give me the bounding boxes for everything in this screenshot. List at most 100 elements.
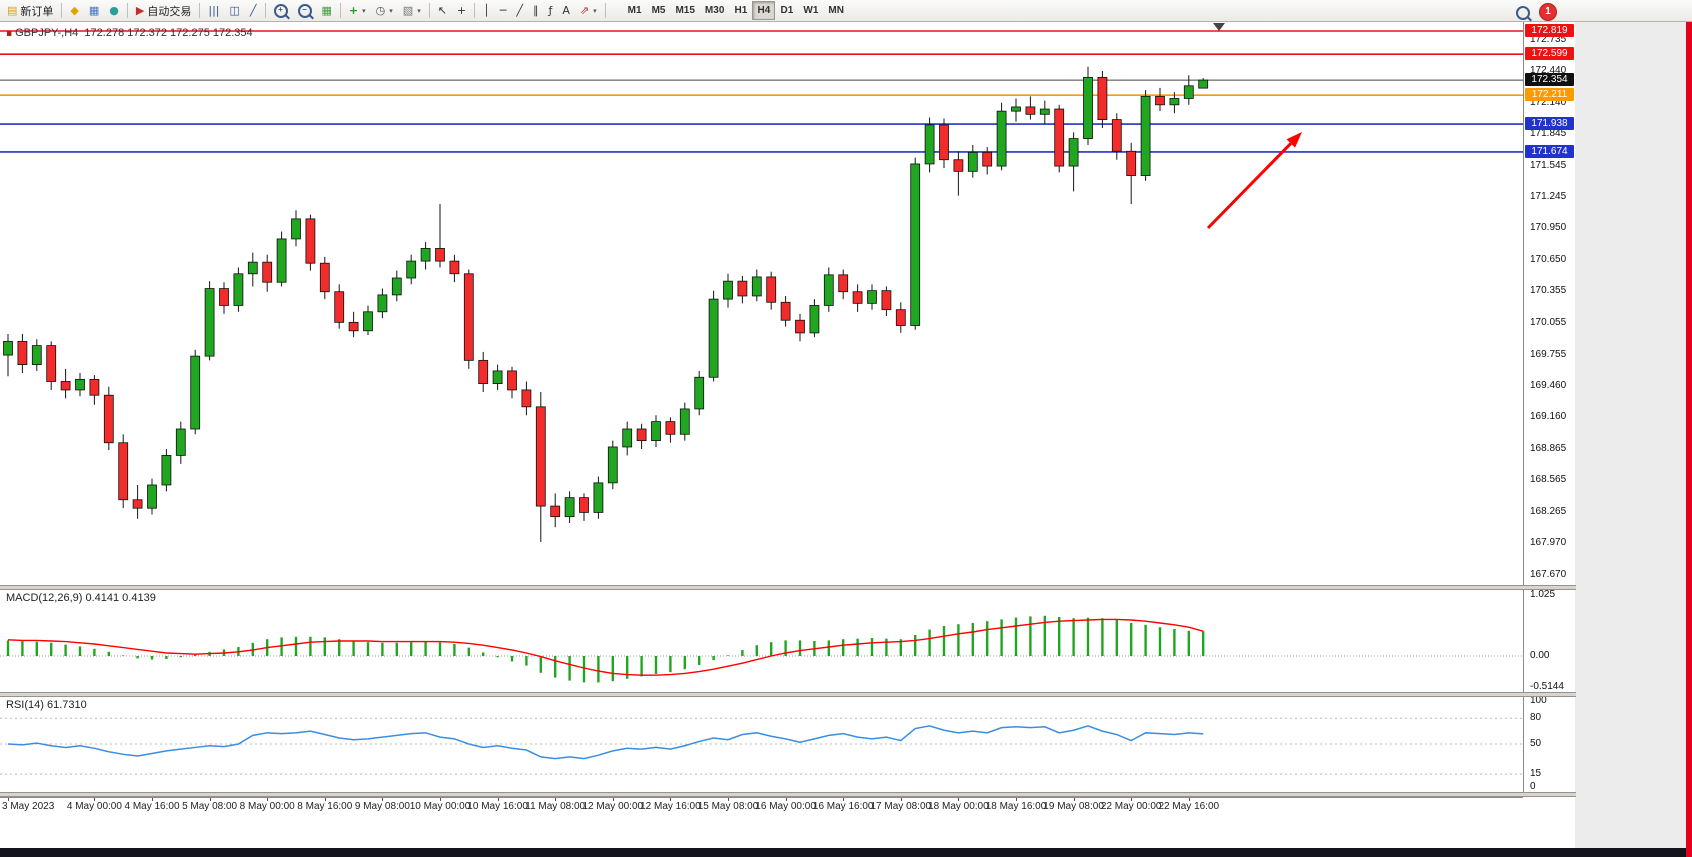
macd-panel[interactable] [0,590,1523,692]
timeframe-m1[interactable]: M1 [623,1,647,20]
time-axis-label: 22 May 00:00 [1100,801,1162,812]
templates-button[interactable]: ▧ ▾ [398,1,426,20]
time-tick [94,798,96,801]
toolbar-separator [61,3,63,18]
macd-histogram [6,615,1205,683]
window-right-border [1686,0,1692,857]
price-tick-label: 170.950 [1530,222,1567,234]
rsi-axis-label: 100 [1530,695,1547,706]
level-price-badge: 171.674 [1525,144,1574,158]
zoom-out-button[interactable]: − [293,1,317,20]
auto-trading-icon: ▶ [135,4,145,17]
chart-symbol-icon: ▪ [6,29,13,39]
main-chart-panel[interactable] [0,22,1523,585]
price-axis[interactable]: 172.735 172.440 172.140 171.845 171.545 171.2… [1523,22,1575,797]
trendline-button[interactable]: ╱ [511,1,528,20]
panel-splitter[interactable] [0,692,1576,697]
indicators-button[interactable]: + ▾ [344,1,371,20]
fibonacci-button[interactable]: ƒ [544,1,558,20]
main-chart-canvas[interactable] [0,22,1523,585]
metaeditor-icon: ◆ [70,4,79,17]
chart-window-button[interactable]: ▦ [84,1,104,20]
time-tick [209,798,211,801]
chart-symbol-label: ▪ GBPJPY-,H4 172.278 172.372 172.275 172.… [6,27,253,39]
metaeditor-button[interactable]: ◆ [65,1,83,20]
trend-arrow-line[interactable] [1206,142,1292,230]
refresh-button[interactable]: ● [104,1,124,20]
time-axis-label: 18 May 16:00 [985,801,1047,812]
time-tick [1073,798,1075,801]
timeframe-mn[interactable]: MN [823,1,849,20]
periods-icon: ◷ [375,4,386,17]
time-tick [958,798,960,801]
tile-windows-icon: ▦ [321,4,332,17]
time-axis-label: 4 May 16:00 [124,801,180,812]
time-tick [267,798,269,801]
chart-shift-marker[interactable] [1213,23,1225,31]
panel-splitter[interactable] [0,585,1576,590]
tile-windows-button[interactable]: ▦ [317,1,337,20]
symbol-timeframe-text: GBPJPY-,H4 [15,27,79,39]
toolbar-separator [339,3,341,18]
templates-icon: ▧ [402,4,414,17]
text-button[interactable]: A [557,1,575,20]
level-price-badge: 171.938 [1525,117,1574,131]
trend-arrow-head [1286,132,1302,148]
price-tick-label: 171.245 [1530,191,1567,203]
channel-icon: ∥ [533,4,539,17]
time-axis-label: 12 May 16:00 [640,801,701,812]
zoom-in-button[interactable]: + [269,1,293,20]
time-axis-label: 4 May 00:00 [66,801,122,812]
time-tick [152,798,153,801]
arrows-button[interactable]: ⇗ ▾ [575,1,602,20]
price-tick-label: 168.865 [1530,442,1567,454]
price-tick-label: 172.140 [1530,96,1567,108]
refresh-icon: ● [109,4,119,17]
timeframe-h4[interactable]: H4 [752,1,776,20]
toolbar-separator [474,3,476,18]
panel-splitter[interactable] [0,792,1576,797]
bar-chart-type-button[interactable]: ||| [203,1,224,20]
timeframe-m30[interactable]: M30 [700,1,729,20]
new-order-button[interactable]: ▤ 新订单 [2,1,58,20]
channel-button[interactable]: ∥ [528,1,544,20]
vertical-line-button[interactable]: │ [478,1,495,20]
rsi-panel[interactable] [0,697,1523,792]
time-tick [382,798,384,801]
toolbar-separator [428,3,430,18]
notification-badge[interactable]: 1 [1539,3,1557,21]
price-tick-label: 170.650 [1530,254,1567,266]
crosshair-button[interactable]: + [452,1,471,20]
periods-button[interactable]: ◷ ▾ [371,1,398,20]
dropdown-caret-icon: ▾ [417,6,421,15]
candlestick-type-button[interactable]: ◫ [224,1,244,20]
price-tick-label: 167.970 [1530,537,1567,549]
time-axis-label: 12 May 00:00 [582,801,644,812]
cursor-button[interactable]: ↖ [433,1,452,20]
search-icon[interactable] [1516,6,1530,20]
price-tick-label: 172.440 [1530,65,1567,77]
time-tick [1131,798,1133,801]
timeframe-m5[interactable]: M5 [647,1,671,20]
new-order-button-label: 新订单 [20,5,54,18]
timeframe-d1[interactable]: D1 [775,1,798,20]
line-chart-type-button[interactable]: ╱ [245,1,262,20]
time-axis-label: 3 May 2023 [2,801,55,812]
time-tick [900,798,902,801]
time-tick [612,798,614,801]
time-axis-label: 18 May 00:00 [928,801,989,812]
time-tick [785,798,787,801]
time-axis-label: 11 May 08:00 [525,801,586,812]
horizontal-line-button[interactable]: ─ [495,1,512,20]
time-axis[interactable]: 3 May 2023 4 May 00:00 4 May 16:00 5 May 08… [0,797,1523,814]
timeframe-m15[interactable]: M15 [670,1,699,20]
timeframe-w1[interactable]: W1 [798,1,823,20]
candlestick-type-icon: ◫ [229,4,240,17]
rsi-axis-label: 80 [1530,712,1542,724]
time-axis-label: 16 May 16:00 [812,801,874,812]
horizontal-line-icon: ─ [499,4,507,17]
auto-trading-button[interactable]: ▶ 自动交易 [131,1,196,20]
time-axis-label: 16 May 00:00 [755,801,816,812]
dropdown-caret-icon: ▾ [389,6,393,15]
timeframe-h1[interactable]: H1 [729,1,752,20]
